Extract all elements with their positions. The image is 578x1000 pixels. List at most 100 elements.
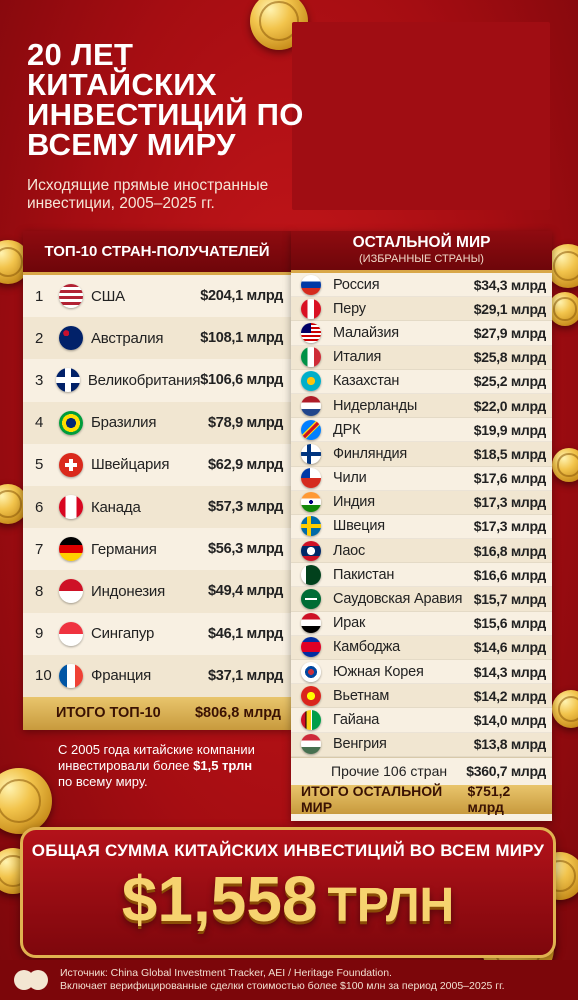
note-line2: по всему миру.	[58, 774, 148, 789]
coin-decoration	[552, 448, 578, 482]
flag-south-korea-icon	[301, 661, 321, 682]
country-name: Гайана	[333, 711, 380, 728]
country-name: Австралия	[91, 329, 164, 347]
country-name: Финляндия	[333, 445, 408, 462]
page-subtitle: Исходящие прямые иностранные инвестиции,…	[27, 177, 269, 212]
flag-germany-icon	[59, 537, 83, 562]
logo-icon	[14, 969, 52, 991]
coin-decoration	[0, 768, 52, 834]
flag-iraq-icon	[301, 613, 321, 634]
investment-value: $78,9 млрд	[208, 414, 283, 431]
country-name: Чили	[333, 470, 367, 487]
investment-value: $14,0 млрд	[473, 711, 547, 728]
flag-chile-icon	[301, 468, 321, 489]
investment-value: $37,1 млрд	[208, 667, 283, 684]
rest-row: Казахстан $25,2 млрд	[291, 369, 552, 394]
investment-note: С 2005 года китайские компании инвестиро…	[58, 742, 258, 790]
country-name: Лаос	[333, 542, 366, 559]
page-title: 20 ЛЕТ КИТАЙСКИХ ИНВЕСТИЦИЙ ПО ВСЕМУ МИР…	[27, 37, 304, 162]
flag-saudi-arabia-icon	[301, 589, 321, 610]
rank-number: 6	[35, 498, 44, 516]
flag-singapore-icon	[59, 621, 83, 646]
flag-vietnam-icon	[301, 685, 321, 706]
top10-row: 6 Канада $57,3 млрд	[23, 485, 291, 529]
rest-row: Южная Корея $14,3 млрд	[291, 660, 552, 685]
flag-malaysia-icon	[301, 322, 321, 343]
flag-kazakhstan-icon	[301, 371, 321, 392]
country-name: Вьетнам	[333, 687, 390, 704]
rest-list: Россия $34,3 млрд Перу $29,1 млрд Малайзия $2…	[291, 273, 552, 757]
footer-source: Источник: China Global Investment Tracke…	[60, 967, 392, 979]
other-countries-row: Прочие 106 стран $360,7 млрд	[291, 756, 552, 785]
rest-row: Нидерланды $22,0 млрд	[291, 393, 552, 419]
note-line1: С 2005 года китайские компании инвестиро…	[58, 742, 255, 773]
investment-value: $15,7 млрд	[473, 591, 547, 608]
investment-value: $14,6 млрд	[473, 639, 547, 656]
rest-row: Гайана $14,0 млрд	[291, 708, 552, 733]
rank-number: 3	[35, 371, 44, 389]
country-name: Южная Корея	[333, 663, 424, 680]
investment-value: $16,6 млрд	[473, 566, 547, 583]
top10-total: ИТОГО ТОП-10 $806,8 млрд	[23, 696, 291, 730]
grand-total-unit: ТРЛН	[327, 879, 455, 932]
investment-value: $25,2 млрд	[473, 373, 547, 390]
flag-india-icon	[301, 492, 321, 513]
top10-heading: ТОП-10 СТРАН-ПОЛУЧАТЕЛЕЙ	[23, 231, 291, 275]
country-name: Италия	[333, 349, 382, 366]
investment-value: $14,3 млрд	[473, 663, 547, 680]
rest-row: Индия $17,3 млрд	[291, 490, 552, 515]
top10-panel: ТОП-10 СТРАН-ПОЛУЧАТЕЛЕЙ 1 США $204,1 млрд…	[23, 231, 291, 730]
top10-row: 5 Швейцария $62,9 млрд	[23, 443, 291, 486]
investment-value: $13,8 млрд	[473, 736, 547, 753]
rest-row: Саудовская Аравия $15,7 млрд	[291, 587, 552, 612]
coin-decoration	[552, 690, 578, 728]
country-name: Германия	[91, 540, 157, 558]
flag-switzerland-icon	[59, 452, 83, 477]
top10-row: 3 Великобритания $106,6 млрд	[23, 359, 291, 402]
country-name: Малайзия	[333, 324, 399, 341]
grand-total-label: ОБЩАЯ СУММА КИТАЙСКИХ ИНВЕСТИЦИЙ ВО ВСЕМ…	[31, 841, 545, 860]
top10-row: 7 Германия $56,3 млрд	[23, 528, 291, 571]
rest-row: Лаос $16,8 млрд	[291, 539, 552, 564]
top10-total-label: ИТОГО ТОП-10	[56, 705, 161, 722]
flag-pakistan-icon	[301, 564, 321, 585]
flag-hungary-icon	[301, 734, 321, 755]
investment-value: $46,1 млрд	[208, 625, 283, 642]
top10-total-value: $806,8 млрд	[194, 705, 281, 722]
country-name: Ирак	[333, 615, 366, 632]
coin-decoration	[548, 292, 578, 326]
country-name: Саудовская Аравия	[333, 591, 463, 608]
rank-number: 1	[35, 287, 44, 305]
country-name: Индия	[333, 494, 375, 511]
rest-row: Малайзия $27,9 млрд	[291, 321, 552, 346]
rest-row: Россия $34,3 млрд	[291, 273, 552, 298]
rest-row: Италия $25,8 млрд	[291, 345, 552, 370]
top10-row: 4 Бразилия $78,9 млрд	[23, 401, 291, 444]
rest-heading: ОСТАЛЬНОЙ МИР	[352, 233, 491, 251]
flag-laos-icon	[301, 540, 321, 561]
country-name: Камбоджа	[333, 639, 400, 656]
top10-row: 10 Франция $37,1 млрд	[23, 654, 291, 697]
investment-value: $56,3 млрд	[208, 541, 283, 558]
rest-total: ИТОГО ОСТАЛЬНОЙ МИР $751,2 млрд	[291, 783, 552, 815]
flag-indonesia-icon	[59, 579, 83, 604]
country-name: Великобритания	[87, 371, 201, 389]
top10-row: 1 США $204,1 млрд	[23, 275, 291, 318]
investment-value: $17,3 млрд	[473, 494, 547, 511]
flag-peru-icon	[301, 298, 321, 319]
country-name: Бразилия	[91, 414, 157, 432]
top10-row: 8 Индонезия $49,4 млрд	[23, 570, 291, 613]
flag-uk-icon	[55, 368, 80, 393]
country-name: Казахстан	[333, 373, 400, 390]
footer-text: Источник: China Global Investment Tracke…	[60, 967, 505, 993]
flag-usa-icon	[59, 284, 83, 309]
flag-australia-icon	[59, 326, 83, 351]
investment-value: $14,2 млрд	[473, 687, 547, 704]
country-name: Швейцария	[91, 456, 170, 474]
top10-row: 9 Сингапур $46,1 млрд	[23, 612, 291, 655]
country-name: Пакистан	[333, 566, 395, 583]
investment-value: $62,9 млрд	[208, 456, 283, 473]
flag-cambodia-icon	[301, 637, 321, 658]
investment-value: $204,1 млрд	[200, 288, 283, 305]
grand-total-value-block: $1,558 ТРЛН	[23, 863, 553, 942]
